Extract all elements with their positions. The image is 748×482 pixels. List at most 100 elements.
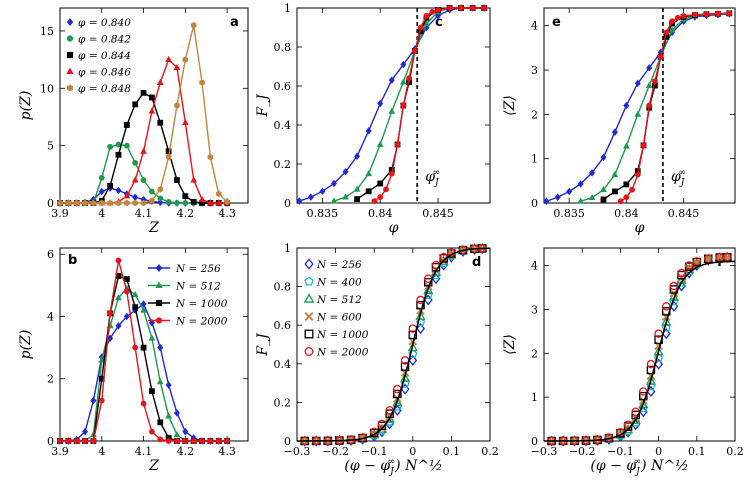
data-point [65,199,72,207]
data-point [617,198,624,205]
data-point [577,197,584,204]
legend-entry: N = 400 [304,277,362,289]
legend-label: φ = 0.842 [78,34,131,46]
legend-entry: N = 512 [303,293,362,306]
data-point [684,261,694,270]
y-axis-label: F_J [255,332,271,357]
critical-label: φJ∞ [425,168,440,188]
y-tick-label: 0.2 [274,158,292,171]
legend-marker [304,258,314,270]
data-point [680,13,687,19]
data-point [623,181,630,188]
data-point [416,300,425,310]
data-point [224,438,231,444]
data-point [623,101,630,110]
data-point [173,63,181,71]
legend-entry: φ = 0.840 [66,17,131,29]
data-point [415,310,426,320]
data-point [661,302,671,311]
data-point [149,388,155,395]
data-point [692,11,698,18]
data-point [668,26,676,33]
data-point [629,186,635,193]
data-point [543,197,550,205]
data-point [198,195,206,202]
data-point [123,288,130,295]
data-point [156,78,164,85]
data-point [388,107,396,114]
legend-marker [67,84,73,92]
x-tick-label: 0 [655,445,662,458]
data-point [157,186,164,193]
legend-label: N = 512 [316,294,362,306]
data-point [392,397,403,407]
x-axis-label: (φ − φJ∞) N^½ [590,457,688,477]
legend-marker [66,35,74,42]
data-point [411,48,418,54]
data-point [400,372,411,382]
y-tick-label: 6 [47,248,54,261]
data-point [365,188,372,195]
y-tick-label: 1 [531,391,538,404]
series-line [333,7,485,202]
y-tick-label: 2 [47,373,54,386]
panel-letter: d [472,255,481,270]
data-point [692,257,702,266]
legend-label: φ = 0.848 [78,83,131,95]
data-point [423,19,430,26]
plot-frame [543,247,736,442]
data-point [124,199,130,207]
legend-entry: φ = 0.844 [66,50,131,62]
legend-marker [304,311,314,322]
x-tick-label: 0.84 [368,207,393,220]
data-point [98,397,105,404]
data-point [342,193,349,200]
data-point [224,198,230,206]
plot-frame [59,7,249,204]
data-point [140,147,147,154]
data-point [182,427,189,436]
data-point [646,381,656,391]
data-point [654,329,663,338]
data-point [149,188,155,195]
panel-letter: e [552,15,561,30]
y-tick-label: 0.4 [274,119,292,132]
data-point [132,193,139,201]
legend-marker [155,264,163,272]
data-point [458,5,465,11]
data-point [646,365,656,375]
series-line [620,12,730,202]
data-point [132,101,139,108]
x-tick-label: −0.1 [607,445,634,458]
data-point [182,200,189,206]
data-point [131,176,139,183]
data-point [669,281,679,291]
data-point [723,252,732,262]
data-point [417,24,424,31]
data-point [140,306,147,313]
data-point [415,317,426,327]
data-point [388,170,395,177]
y-tick-label: 0.8 [274,41,292,54]
data-point [107,182,114,189]
x-axis-label: φ [635,220,645,236]
data-point [319,187,326,196]
x-axis-label: Z [148,220,159,236]
x-tick-label: 4 [98,445,105,458]
data-point [140,199,147,207]
data-point [149,197,155,204]
data-point [132,304,139,311]
data-point [446,5,453,11]
y-tick-label: 15 [40,25,54,38]
data-point [653,346,664,356]
data-point [107,310,114,317]
data-point [215,199,223,206]
data-point [190,176,198,183]
data-point [174,438,180,444]
data-point [400,60,407,69]
data-point [132,199,138,207]
data-point [165,381,172,389]
legend-entry: N = 2000 [304,347,369,359]
